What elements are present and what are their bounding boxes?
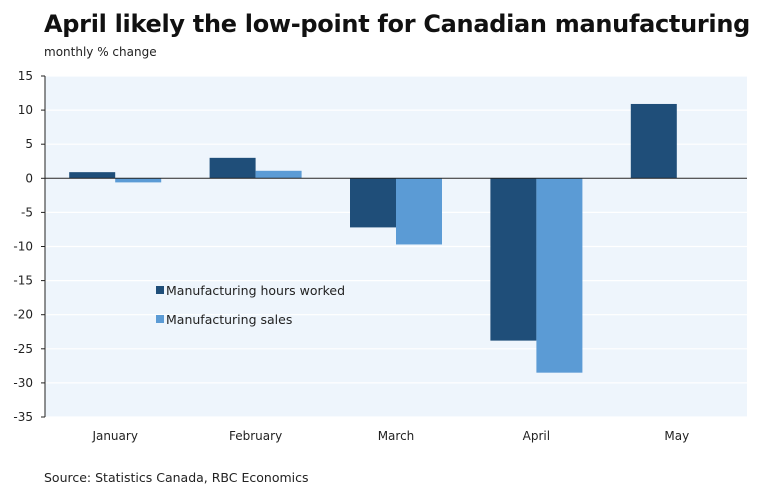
x-axis-ticks: January February March April May xyxy=(91,429,689,443)
legend-label-sales: Manufacturing sales xyxy=(166,312,292,327)
y-tick-label: 5 xyxy=(25,137,33,151)
x-tick-label: April xyxy=(523,429,550,443)
bars xyxy=(69,103,677,373)
bar-hours-march xyxy=(350,178,396,228)
y-tick-label: -10 xyxy=(13,240,33,254)
y-tick-label: 10 xyxy=(18,103,33,117)
y-tick-label: -25 xyxy=(13,342,33,356)
y-tick-label: 0 xyxy=(25,171,33,185)
bar-hours-may xyxy=(630,103,677,179)
bar-sales-january xyxy=(115,178,162,183)
y-tick-label: -5 xyxy=(21,205,33,219)
legend-swatch-hours xyxy=(156,286,164,294)
y-tick-label: -15 xyxy=(13,274,33,288)
bar-sales-april xyxy=(536,178,583,373)
bar-hours-january xyxy=(69,172,116,179)
y-tick-label: -35 xyxy=(13,410,33,424)
y-tick-label: 15 xyxy=(18,69,33,83)
legend: Manufacturing hours worked Manufacturing… xyxy=(156,283,345,327)
bar-sales-march xyxy=(396,178,442,245)
x-tick-label: May xyxy=(664,429,689,443)
bar-sales-february xyxy=(255,170,302,179)
x-tick-label: March xyxy=(378,429,415,443)
chart-subtitle: monthly % change xyxy=(44,45,157,59)
chart-title: April likely the low-point for Canadian … xyxy=(44,10,750,38)
bar-hours-april xyxy=(490,178,537,341)
x-tick-label: February xyxy=(229,429,282,443)
y-axis-ticks: 15 10 5 0 -5 -10 -15 -20 -25 -30 -35 xyxy=(13,69,45,424)
bar-hours-february xyxy=(209,157,256,179)
y-tick-label: -20 xyxy=(13,308,33,322)
y-tick-label: -30 xyxy=(13,376,33,390)
source-note: Source: Statistics Canada, RBC Economics xyxy=(44,470,309,485)
legend-label-hours: Manufacturing hours worked xyxy=(166,283,345,298)
legend-swatch-sales xyxy=(156,315,164,323)
x-tick-label: January xyxy=(91,429,138,443)
